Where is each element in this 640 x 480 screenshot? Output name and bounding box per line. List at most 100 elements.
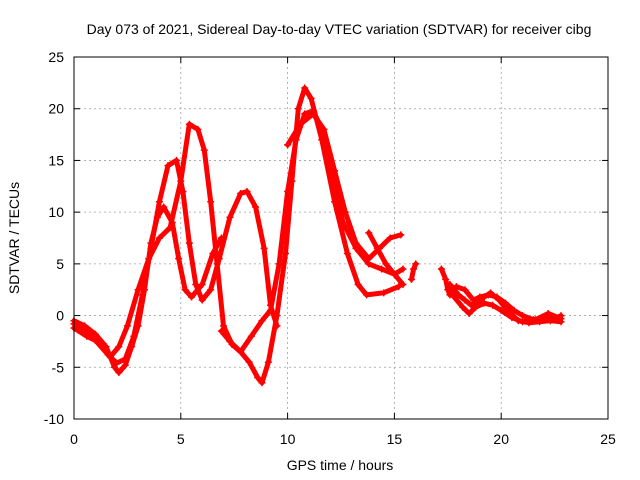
x-tick-label: 0 [70,431,78,447]
data-point [175,255,183,263]
data-point [243,187,251,195]
plot-frame [73,56,609,420]
series-arc-6 [365,229,407,289]
data-point [465,310,473,318]
data-point [217,327,225,335]
data-point [354,281,362,289]
data-point [519,318,527,326]
y-tick-label: 25 [48,49,64,65]
data-point [226,337,234,345]
chart-title: Day 073 of 2021, Sidereal Day-to-day VTE… [87,21,592,37]
y-tick-label: 10 [48,204,64,220]
data-point [365,255,373,263]
series-arc-1 [70,156,281,367]
x-tick-label: 10 [280,431,296,447]
data-point [247,332,255,340]
data-point [254,374,262,382]
data-point [343,250,351,258]
data-point [487,289,495,297]
data-point [185,120,193,128]
data-point [472,303,480,311]
x-tick-label: 20 [493,431,509,447]
data-point [192,281,200,289]
data-point [160,203,168,211]
data-point [301,84,309,92]
data-point [497,306,505,314]
data-point [412,260,420,268]
data-point [437,265,445,273]
data-point [339,218,347,226]
x-axis-label: GPS time / hours [287,457,394,473]
data-point [83,332,91,340]
data-point [407,275,415,283]
data-point [273,312,281,320]
data-point [198,296,206,304]
data-point [181,286,189,294]
data-point [508,314,516,322]
data-point [461,296,469,304]
data-point [459,303,467,311]
data-point [284,187,292,195]
data-point [187,293,195,301]
data-point [168,218,176,226]
data-point [164,162,172,170]
data-point [307,94,315,102]
data-point [207,198,215,206]
data-point [207,286,215,294]
data-point [352,239,360,247]
data-point [155,198,163,206]
y-tick-label: 5 [56,256,64,272]
data-point [446,281,454,289]
data-point [200,146,208,154]
y-tick-label: 15 [48,152,64,168]
series-arc-3 [70,203,225,376]
data-point [102,343,110,351]
data-point [341,208,349,216]
data-point [454,291,462,299]
data-point [444,286,452,294]
data-point [252,203,260,211]
data-point [134,322,142,330]
data-point [185,239,193,247]
data-point [281,250,289,258]
y-tick-label: 0 [56,308,64,324]
data-point [226,213,234,221]
data-point [510,306,518,314]
data-point [399,281,407,289]
series-arc-7 [407,260,420,283]
series-line [71,204,224,375]
data-point [296,120,304,128]
data-point [284,141,292,149]
data-point [467,301,475,309]
data-point [331,167,339,175]
x-tick-labels: 0 5 10 15 20 25 [70,431,616,447]
data-point [237,348,245,356]
series-line [451,294,564,325]
data-point [292,136,300,144]
data-point [245,358,253,366]
data-point [217,234,225,242]
data-point [147,239,155,247]
data-point [390,270,398,278]
data-point [365,229,373,237]
data-point [121,361,129,369]
y-tick-labels: -10 -5 0 5 10 15 20 25 [44,49,64,427]
data-point [382,260,390,268]
y-axis-label: SDTVAR / TECUs [6,182,22,294]
data-point [320,125,328,133]
data-point [363,291,371,299]
data-point [155,234,163,242]
data-point [386,234,394,242]
data-point [267,306,275,314]
data-point [220,322,228,330]
x-tick-label: 5 [177,431,185,447]
data-point [275,260,283,268]
axis-ticks [73,56,609,420]
data-point [140,286,148,294]
data-point [115,368,123,376]
data-point [378,265,386,273]
data-layer [70,84,565,387]
data-point [519,312,527,320]
series-arc-4 [217,107,407,356]
data-point [177,177,185,185]
